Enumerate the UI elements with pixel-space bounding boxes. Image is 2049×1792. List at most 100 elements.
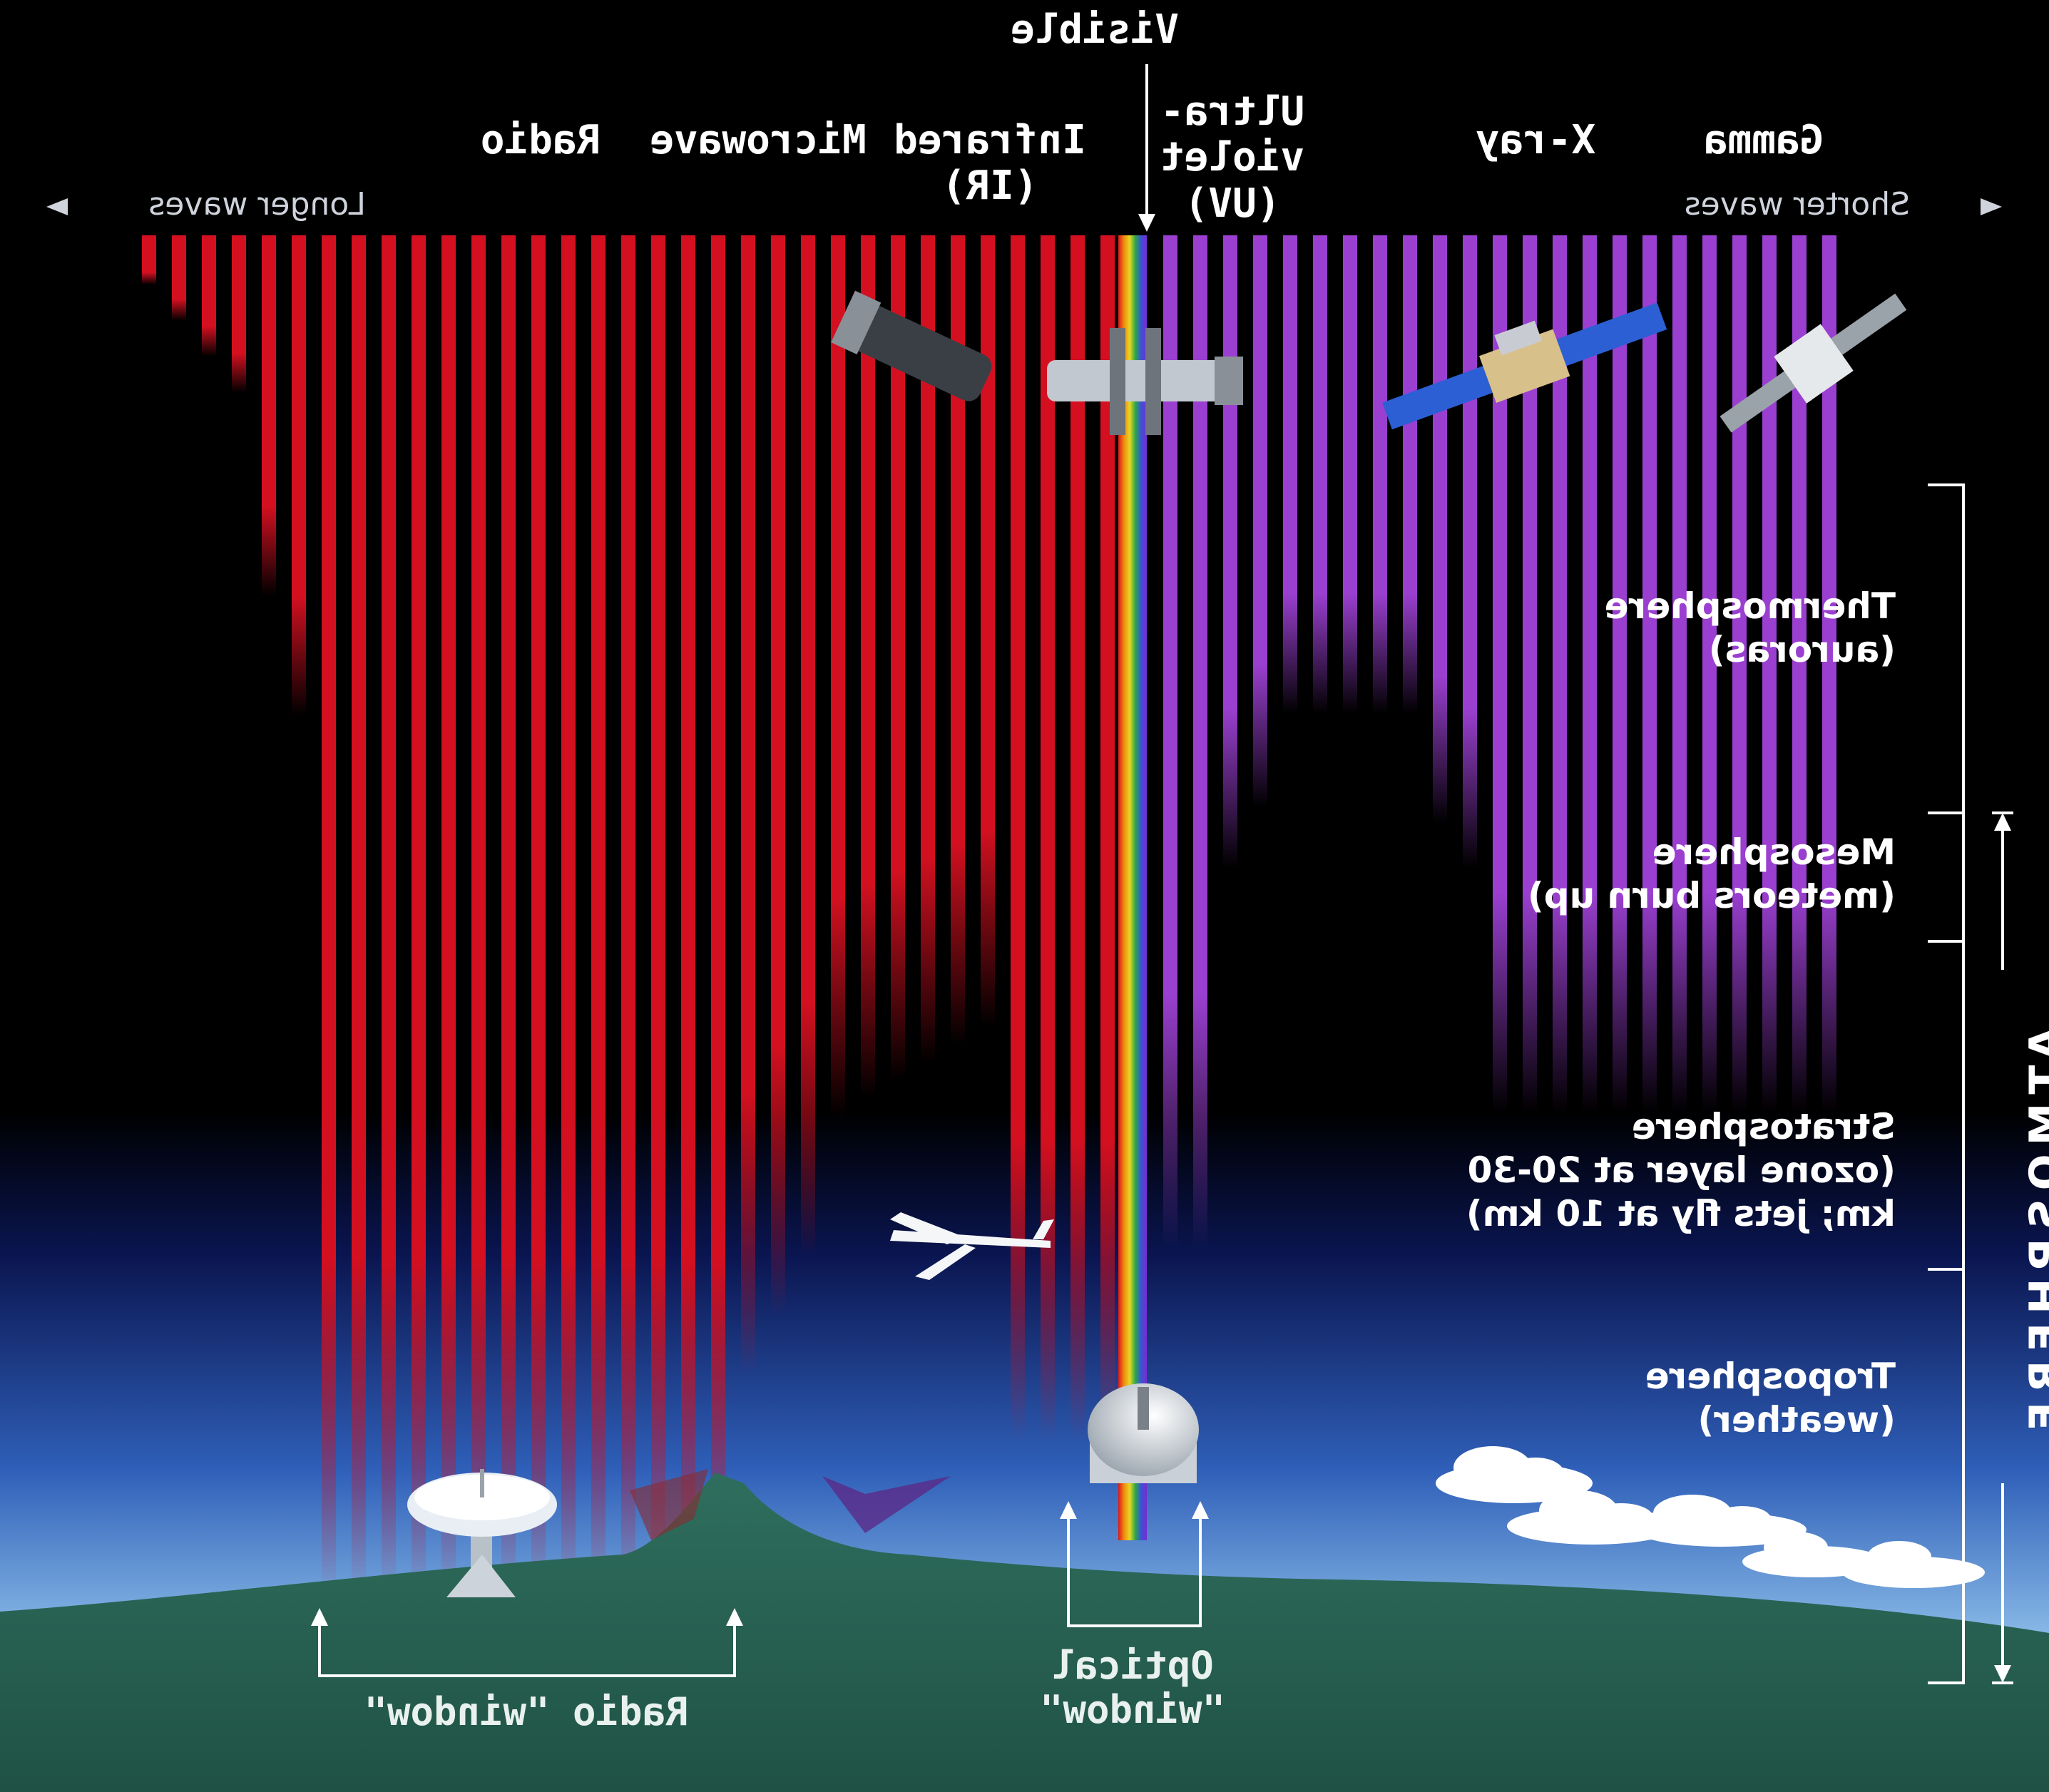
radio-wave-stripe xyxy=(322,235,336,1597)
radio-window-arrow xyxy=(311,1608,328,1626)
uv-wave-stripe xyxy=(1193,235,1207,1248)
radio-window-bracket xyxy=(318,1619,736,1677)
radio-wave-stripe xyxy=(501,235,516,1597)
layer-label-thermosphere: Thermosphere (auroras) xyxy=(1604,585,1896,670)
uv-wave-stripe xyxy=(1583,235,1597,1112)
visible-arrowhead xyxy=(1138,214,1155,232)
radio-wave-stripe xyxy=(142,235,156,285)
radio-wave-stripe xyxy=(262,235,276,596)
radio-wave-stripe xyxy=(651,235,665,1597)
radio-wave-stripe xyxy=(172,235,186,321)
satellite-icon xyxy=(1720,293,1907,433)
radio-wave-stripe xyxy=(591,235,605,1597)
band-label-ultraviolet: Ultra- violet (UV) xyxy=(1160,88,1305,227)
layer-label-mesosphere: Mesosphere (meteors burn up) xyxy=(1527,831,1896,916)
uv-wave-stripe xyxy=(1523,235,1537,1112)
radio-wave-stripe xyxy=(621,235,635,1597)
radio-window-label: Radio "window" xyxy=(364,1689,689,1734)
uv-wave-stripe xyxy=(1313,235,1327,713)
ground xyxy=(0,1473,2049,1792)
cloud-icon xyxy=(1507,1490,1678,1545)
optical-window-arrow xyxy=(1192,1501,1209,1519)
band-label-infrared: Infrared (IR) xyxy=(894,117,1086,210)
radio-wave-stripe xyxy=(951,235,965,1045)
band-label-visible: Visible xyxy=(1010,6,1179,53)
uv-wave-stripe xyxy=(1283,235,1297,713)
optical-window-bracket xyxy=(1067,1512,1202,1627)
radio-wave-stripe xyxy=(531,235,546,1597)
longer-arrow-icon xyxy=(46,198,68,215)
uv-wave-stripe xyxy=(1702,235,1717,1112)
uv-wave-stripe xyxy=(1163,235,1177,1248)
radio-wave-stripe xyxy=(352,235,366,1597)
observatory-dome-icon xyxy=(1088,1383,1199,1483)
radio-wave-stripe xyxy=(441,235,456,1597)
space-telescope-icon xyxy=(831,290,992,401)
radio-wave-stripe xyxy=(921,235,935,1063)
radio-wave-stripe xyxy=(471,235,486,1597)
radio-wave-stripe xyxy=(1071,235,1085,1440)
mountain-shade xyxy=(822,1476,951,1533)
cloud-icon xyxy=(1842,1541,1985,1588)
space-telescope-icon xyxy=(1047,328,1243,435)
uv-wave-stripe xyxy=(1463,235,1477,868)
uv-wave-stripe xyxy=(1762,235,1777,1112)
radio-wave-stripe xyxy=(831,235,845,1117)
mountain-shade-red xyxy=(630,1469,708,1540)
uv-wave-stripe xyxy=(1433,235,1447,823)
shorter-waves-label: Shorter waves xyxy=(1684,186,1910,222)
airplane-icon xyxy=(890,1212,1054,1280)
optical-window-label: Optical "window" xyxy=(1039,1643,1226,1733)
radio-wave-stripe xyxy=(771,235,785,1315)
radio-window-arrow xyxy=(726,1608,743,1626)
radio-wave-stripe xyxy=(741,235,755,1375)
radio-wave-stripe xyxy=(981,235,995,1027)
uv-wave-stripe xyxy=(1822,235,1836,1112)
uv-wave-stripe xyxy=(1613,235,1627,1112)
radio-wave-stripe xyxy=(801,235,815,1255)
atmosphere-arrow-down xyxy=(1994,1665,2011,1683)
uv-wave-stripe xyxy=(1672,235,1687,1112)
radio-dish-icon xyxy=(407,1469,557,1597)
atmosphere-label: ATMOSPHERE xyxy=(2020,1027,2049,1440)
shorter-arrow-icon xyxy=(1981,198,2002,215)
wave-stripes xyxy=(142,235,1836,1597)
satellite-icon xyxy=(1382,302,1667,430)
band-label-radio: Radio xyxy=(480,117,601,163)
band-label-microwave: Microwave xyxy=(650,117,867,163)
radio-wave-stripe xyxy=(891,235,905,1081)
radio-wave-stripe xyxy=(412,235,426,1597)
atmosphere-arrow-up xyxy=(1994,813,2011,831)
radio-wave-stripe xyxy=(202,235,216,357)
radio-wave-stripe xyxy=(861,235,875,1099)
radio-wave-stripe xyxy=(1011,235,1025,1440)
radio-wave-stripe xyxy=(382,235,396,1597)
layer-label-troposphere: Troposphere (weather) xyxy=(1645,1356,1896,1440)
uv-wave-stripe xyxy=(1732,235,1747,1112)
uv-wave-stripe xyxy=(1343,235,1357,713)
uv-wave-stripe xyxy=(1373,235,1387,713)
uv-wave-stripe xyxy=(1553,235,1567,1112)
cloud-icon xyxy=(1436,1446,1593,1503)
uv-wave-stripe xyxy=(1642,235,1657,1112)
band-label-xray: X-ray xyxy=(1475,117,1596,163)
uv-wave-stripe xyxy=(1253,235,1267,807)
longer-waves-label: Longer waves xyxy=(148,186,366,222)
cloud-icon xyxy=(1635,1495,1807,1547)
uv-wave-stripe xyxy=(1223,235,1237,867)
uv-wave-stripe xyxy=(1493,235,1507,1112)
radio-wave-stripe xyxy=(1041,235,1055,1440)
radio-wave-stripe xyxy=(561,235,576,1597)
radio-wave-stripe xyxy=(292,235,306,716)
radio-wave-stripe xyxy=(711,235,725,1597)
optical-window-arrow xyxy=(1060,1501,1077,1519)
uv-wave-stripe xyxy=(1403,235,1417,713)
band-label-gamma: Gamma xyxy=(1703,117,1824,163)
radio-wave-stripe xyxy=(1100,235,1115,1440)
radio-wave-stripe xyxy=(681,235,695,1597)
visible-band xyxy=(1118,235,1147,1540)
uv-wave-stripe xyxy=(1792,235,1807,1112)
